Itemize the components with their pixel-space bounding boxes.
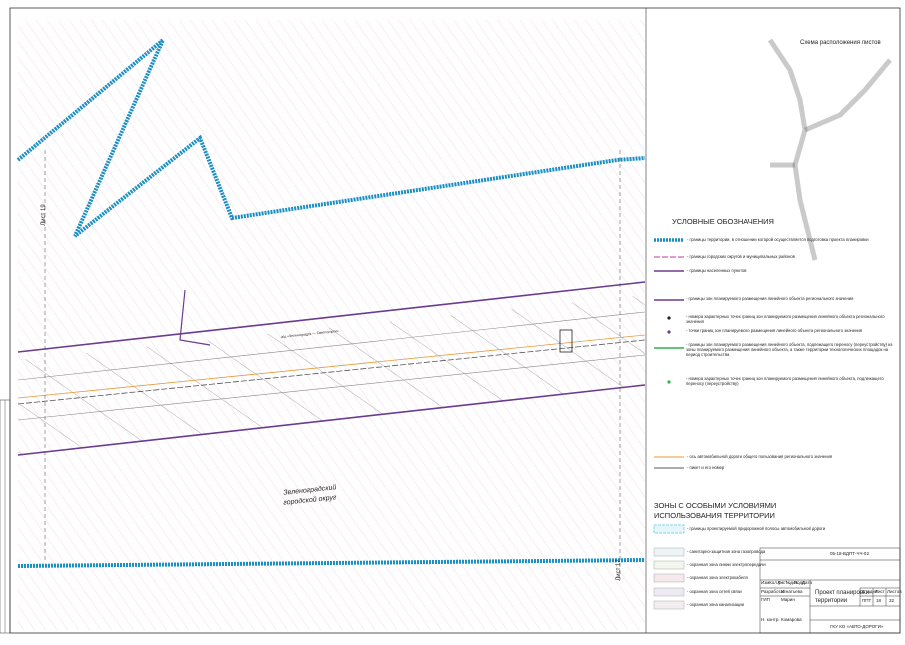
road-corridor	[18, 295, 645, 455]
column-header: Изм.	[761, 580, 771, 585]
role: ГИП	[761, 597, 770, 602]
column-header: Лист	[777, 580, 787, 585]
layout-scheme: Схема расположения листов	[767, 38, 892, 261]
legend-item: - границы населенных пунктов	[687, 268, 747, 273]
sheets: 32	[889, 598, 895, 603]
planning-boundary	[16, 38, 646, 238]
legend-item: - границы территории, в отношении которо…	[687, 237, 869, 242]
legend-title: УСЛОВНЫЕ ОБОЗНАЧЕНИЯ	[672, 217, 774, 226]
zones-title: ИСПОЛЬЗОВАНИЯ ТЕРРИТОРИИ	[654, 511, 775, 520]
legend-item: - границы городских округов и муниципаль…	[687, 254, 796, 259]
legend-item: - номера характерных точек границ зон пл…	[686, 376, 884, 386]
zone-item: - охранная зона сетей связи	[687, 589, 742, 594]
zone-item: - охранная зона линии электропередачи	[687, 562, 766, 567]
role: Разработал	[761, 589, 786, 594]
zone-item: - санитарно-защитная зона газопровода	[687, 549, 766, 554]
legend: УСЛОВНЫЕ ОБОЗНАЧЕНИЯ - границы территори…	[654, 217, 893, 470]
stage: ППТ	[862, 598, 871, 603]
column-header: Дата	[802, 580, 812, 585]
map: Лист 19 Лист 17 а/д «Зеленоградск — Свет…	[16, 20, 646, 630]
scheme-title: Схема расположения листов	[800, 40, 881, 46]
title-block-text: 05-18-ВДПТ-ЧЧ-02 Проект планировки терри…	[815, 551, 902, 629]
planning-boundary	[17, 558, 646, 568]
zones-legend: ЗОНЫ С ОСОБЫМИ УСЛОВИЯМИ ИСПОЛЬЗОВАНИЯ Т…	[653, 501, 826, 610]
column-header: Кол.уч	[769, 580, 783, 585]
person: Марин	[781, 597, 795, 602]
title-block	[759, 547, 901, 634]
frame	[9, 7, 901, 634]
zone-item: - границы проектируемой придорожной поло…	[687, 526, 826, 531]
column-header: Подп.	[794, 580, 806, 585]
doc-name: Проект планировки	[815, 590, 869, 596]
org: ГКУ КО «АВТО-ДОРОГИ»	[830, 624, 884, 629]
legend-item: - пикет и его номер	[687, 465, 725, 470]
header: Стадия	[862, 589, 878, 594]
column-header: №док.	[786, 580, 799, 585]
legend-item: - ось автомобильной дороги общего пользо…	[687, 454, 832, 459]
zone-item: - охранная зона канализации	[687, 602, 745, 607]
legend-item: - точки границ зон планируемого размещен…	[686, 328, 862, 333]
doc-code: 05-18-ВДПТ-ЧЧ-02	[830, 551, 869, 556]
header: Листов	[887, 589, 902, 594]
sheet: 18	[876, 598, 882, 603]
person: Игнатьева	[781, 589, 803, 594]
road-label: а/д «Зеленоградск — Светлогорск»	[281, 329, 339, 339]
legend-item: - границы зон планируемого размещения ли…	[686, 296, 854, 301]
role: Н. контр.	[761, 617, 780, 622]
legend-item: - номера характерных точек границ зон пл…	[686, 314, 885, 324]
doc-name: территории	[815, 598, 847, 604]
zone-item: - охранная зона электрокабеля	[687, 575, 748, 580]
sheet-label: Лист 17	[616, 559, 622, 581]
person: Комарова	[781, 617, 802, 622]
zones-title: ЗОНЫ С ОСОБЫМИ УСЛОВИЯМИ	[654, 501, 776, 510]
header: Лист	[875, 589, 885, 594]
legend-item: - границы зон планируемого размещения ли…	[686, 342, 893, 357]
sheet-label: Лист 19	[41, 204, 47, 226]
